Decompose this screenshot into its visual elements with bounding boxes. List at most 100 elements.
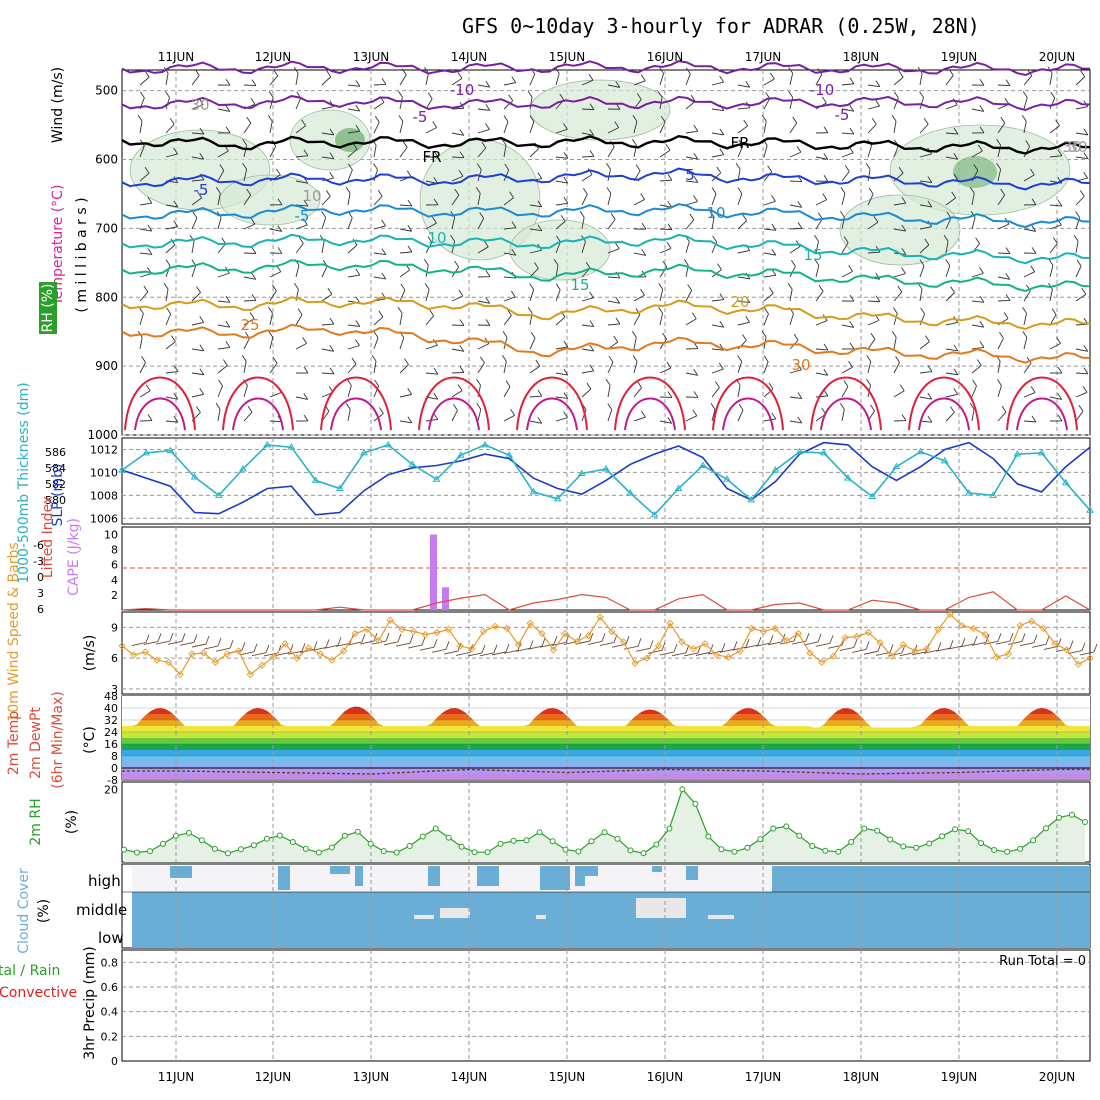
surface-barb <box>179 641 195 646</box>
surface-barb-flag <box>589 632 594 642</box>
wind-barb-flag <box>840 187 846 194</box>
surface-wind-barbs <box>131 632 1098 657</box>
wind-barb-flag <box>666 242 672 249</box>
surface-barb-flag <box>1093 643 1098 653</box>
day-label-top: 19JUN <box>941 50 978 64</box>
wind-barb-flag <box>407 199 413 207</box>
wind-speed-marker <box>1016 621 1024 629</box>
wind-speed-marker <box>876 639 884 647</box>
wind-barb <box>1075 293 1087 302</box>
wind-barb-flag <box>241 354 247 362</box>
surface-barb-flag <box>409 635 414 644</box>
wind-barb <box>581 132 594 136</box>
wind-barb <box>399 393 412 398</box>
wind-barb-flag <box>582 187 588 195</box>
surface-barb-flag <box>745 639 750 648</box>
precip-gridlines <box>122 950 1090 1061</box>
wind-barb-flag <box>640 74 646 82</box>
wind-barb <box>789 122 798 134</box>
wind-barb <box>269 290 277 302</box>
wind-speed-marker <box>1004 650 1012 658</box>
wind-barb-flag <box>321 211 326 218</box>
wind-barb-flag <box>166 307 172 315</box>
wind-barb-flag <box>767 165 773 173</box>
wind-barb-flag <box>1021 114 1027 122</box>
wind-barb <box>997 385 1002 398</box>
rh-marker <box>822 847 829 854</box>
surface-barb-flag <box>865 641 870 650</box>
wind-barb <box>607 300 620 304</box>
surface-barb <box>899 652 915 657</box>
contour-label: 25 <box>240 316 259 334</box>
wind-barb-flag <box>788 67 794 74</box>
wind-barb <box>503 227 516 230</box>
wind-barb <box>945 412 955 422</box>
day-label-bottom: 16JUN <box>647 1070 684 1084</box>
wind-barb-flag <box>1000 188 1006 196</box>
middle-cloud-gap <box>414 915 434 919</box>
ylabel-millibars: ( m i l l i b a r s ) <box>74 197 90 312</box>
wind-barb-flag <box>742 214 748 221</box>
day-label-bottom: 20JUN <box>1039 1070 1076 1084</box>
wind-barb <box>191 104 204 110</box>
wind-barb-flag <box>329 152 335 159</box>
wind-barb <box>243 338 250 350</box>
wind-barb-flag <box>298 237 304 244</box>
wind-speed-marker <box>596 613 604 621</box>
wind-barb-flag <box>870 404 875 412</box>
wind-barb <box>139 202 152 206</box>
thickness-marker <box>723 475 731 482</box>
rh-marker <box>523 837 530 844</box>
wind-barb <box>373 83 387 86</box>
wind-barb-flag <box>788 91 794 98</box>
wind-speed-marker <box>188 650 196 658</box>
wind-barb <box>789 97 794 110</box>
wind-speed-marker <box>503 624 511 633</box>
contour-label: FR <box>730 134 749 152</box>
rh-marker <box>497 840 504 847</box>
wind-barb <box>269 271 281 278</box>
wind-barb-flag <box>1057 149 1063 156</box>
wind-barb <box>711 368 724 374</box>
wind-barb <box>503 296 516 302</box>
wind-barb-flag <box>329 128 335 136</box>
surface-barb <box>1079 651 1095 656</box>
thickness-marker <box>190 473 199 480</box>
wind-barb <box>399 289 406 302</box>
wind-barb-flag <box>924 238 930 246</box>
wind-barb-flag <box>407 416 413 424</box>
thickness-marker <box>771 466 780 473</box>
wind-barb <box>373 195 383 206</box>
rh-marker <box>640 850 647 857</box>
wind-barb-flag <box>553 258 559 266</box>
wind-barb-flag <box>893 91 899 99</box>
wind-speed-marker <box>258 661 266 669</box>
wind-barb-flag <box>1083 367 1089 375</box>
wind-barb-flag <box>458 170 464 177</box>
wind-barb <box>919 371 932 374</box>
wind-barb <box>451 295 464 302</box>
wind-barb-flag <box>268 307 273 314</box>
rh-region <box>509 219 611 281</box>
wind-barb-flag <box>1057 366 1063 374</box>
wind-barb-flag <box>165 259 171 266</box>
temp-tick: -8 <box>107 774 118 787</box>
wind-barb-flag <box>667 201 673 208</box>
thickness-marker <box>505 451 514 458</box>
wind-barb <box>685 318 697 326</box>
surface-barb <box>863 650 879 655</box>
wind-barb <box>347 130 360 134</box>
rh-marker <box>1056 814 1062 821</box>
wind-barb <box>633 199 645 206</box>
rh-marker <box>406 843 413 849</box>
temp-band <box>122 768 1090 774</box>
wind-barb <box>815 291 824 302</box>
run-total-label: Run Total = 0 <box>999 954 1086 969</box>
wind-barb <box>893 273 906 278</box>
wind-barb-flag <box>1022 307 1027 314</box>
ylabel-cloud-units: (%) <box>36 899 52 923</box>
rh-marker <box>185 829 192 836</box>
series-thickness <box>121 444 1091 516</box>
